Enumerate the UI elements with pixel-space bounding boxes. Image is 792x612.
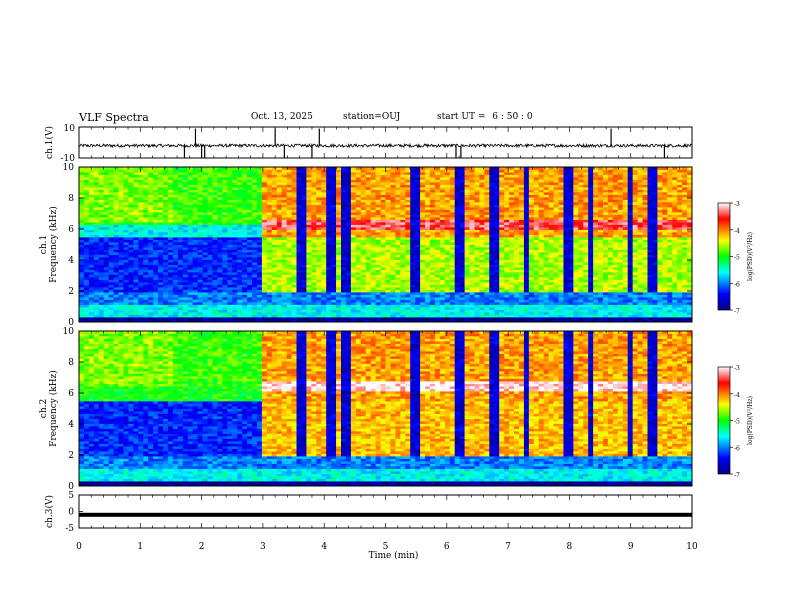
colorbar-tick-label: -7	[734, 472, 740, 479]
frequency-axis-label: Frequency (kHz)	[48, 370, 59, 447]
colorbar-tick-label: -7	[734, 308, 740, 315]
time-tick-label: 6	[444, 542, 450, 552]
ch1-spectrogram-panel: 0 2 4 6 8 10 ch.1 Frequency (kHz) -3 -4 -5 -6 -7 log(…	[39, 163, 754, 328]
start-prefix: start UT =	[437, 112, 486, 122]
colorbar-tick-label: -5	[734, 255, 740, 262]
spectrogram-cells	[79, 167, 693, 323]
time-tick-label: 9	[628, 542, 634, 552]
channel-label: ch.1	[39, 235, 49, 254]
colorbar-tick-label: -4	[734, 392, 740, 399]
freq-tick-label: 2	[68, 451, 74, 461]
ch3-trace	[79, 512, 692, 517]
freq-tick-label: 10	[63, 327, 75, 337]
colorbar-tick-label: -5	[734, 419, 740, 426]
colorbar-tick-label: -6	[734, 281, 740, 288]
time-tick-label: 7	[505, 542, 511, 552]
time-tick-label: 10	[686, 542, 698, 552]
freq-tick-label: 0	[68, 318, 74, 328]
freq-tick-label: 2	[68, 287, 74, 297]
freq-tick-label: 0	[68, 482, 74, 492]
spectrogram-cells	[79, 331, 693, 487]
freq-tick-label: 6	[68, 389, 74, 399]
ch1-ytick: 10	[64, 124, 76, 134]
ch3-ytick: 5	[68, 491, 74, 501]
station-label: station=OUJ	[343, 112, 401, 122]
colorbar-label: log(PSD)(V²/Hz)	[747, 396, 754, 445]
time-axis-label: Time (min)	[369, 550, 419, 561]
time-tick-label: 2	[199, 542, 205, 552]
ch1-trace	[78, 142, 693, 149]
time-tick-label: 3	[260, 542, 266, 552]
channel-label: ch.2	[39, 399, 49, 418]
frequency-axis-label: Frequency (kHz)	[48, 206, 59, 283]
start-time: 6 : 50 : 0	[492, 112, 533, 122]
freq-tick-label: 4	[68, 256, 74, 266]
colorbar	[717, 202, 731, 311]
ch3-ylabel: ch.3(V)	[44, 495, 55, 528]
ch1-waveform-panel: 10 -10 ch.1(V)	[44, 124, 693, 164]
ch2-spectrogram-panel: 0 2 4 6 8 10 ch.2 Frequency (kHz) -3 -4 -5 -6 -7 log(…	[39, 327, 754, 492]
ch1-ylabel: ch.1(V)	[44, 126, 55, 159]
ch3-waveform-panel: 5 0 -5 ch.3(V)	[44, 491, 693, 534]
chart-title: VLF Spectra	[79, 111, 149, 124]
colorbar-tick-label: -4	[734, 228, 740, 235]
ch3-ytick: -5	[65, 524, 74, 534]
colorbar-tick-label: -3	[734, 201, 740, 208]
colorbar-label: log(PSD)(V²/Hz)	[747, 232, 754, 281]
time-tick-label: 4	[321, 542, 327, 552]
start-label: start UT = 6 : 50 : 0	[437, 112, 533, 122]
freq-tick-label: 4	[68, 420, 74, 430]
colorbar-tick-label: -3	[734, 365, 740, 372]
time-tick-label: 5	[383, 542, 389, 552]
freq-tick-label: 8	[68, 358, 74, 368]
time-tick-label: 8	[567, 542, 573, 552]
freq-tick-label: 8	[68, 194, 74, 204]
date-label: Oct. 13, 2025	[251, 112, 313, 122]
time-axis: 0 1 2 3 4 5 6 7 8 9 10 Time (min)	[76, 542, 698, 561]
freq-tick-label: 10	[63, 163, 75, 173]
colorbar	[717, 366, 731, 475]
ch3-ytick: 0	[68, 508, 74, 518]
time-tick-label: 0	[76, 542, 82, 552]
time-tick-label: 1	[137, 542, 143, 552]
colorbar-tick-label: -6	[734, 445, 740, 452]
ch1-ytick: -10	[61, 154, 76, 164]
freq-tick-label: 6	[68, 225, 74, 235]
